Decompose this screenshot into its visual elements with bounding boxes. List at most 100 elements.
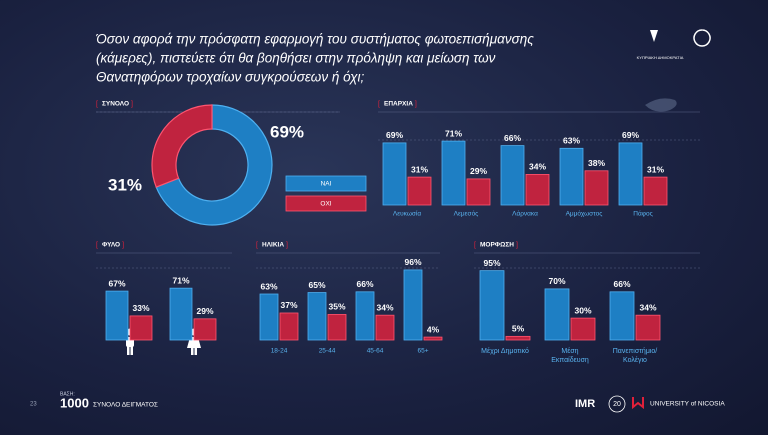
partner-logo: IMR — [575, 398, 595, 410]
value-label: 38% — [588, 158, 605, 168]
bar — [129, 315, 153, 341]
value-label: 37% — [280, 300, 297, 310]
value-label: 31% — [647, 164, 664, 174]
x-tick-label: Πανεπιστήμιο/ Κολέγιο — [612, 348, 658, 364]
value-label: 29% — [470, 166, 487, 176]
bar — [105, 290, 129, 341]
value-label: 66% — [613, 279, 630, 289]
section-title: ΜΟΡΦΩΣΗ — [480, 242, 514, 249]
value-label: 71% — [445, 128, 462, 138]
base-value: 1000 — [60, 395, 89, 410]
base-note: ΣΥΝΟΛΟ ΔΕΙΓΜΑΤΟΣ — [93, 402, 158, 409]
value-label: 5% — [512, 324, 525, 334]
value-label: 66% — [356, 279, 373, 289]
bar — [466, 178, 491, 206]
bracket: [ — [474, 242, 476, 249]
x-tick-label: 45-64 — [367, 348, 384, 355]
bar — [609, 291, 635, 341]
bar — [525, 173, 550, 206]
bar — [355, 291, 375, 341]
anniversary-text: 20 — [613, 401, 621, 408]
bar — [279, 312, 299, 341]
bar — [584, 170, 609, 206]
value-label: 29% — [196, 306, 213, 316]
bar — [570, 317, 596, 341]
bracket: ] — [122, 242, 124, 249]
value-label: 69% — [386, 130, 403, 140]
value-label: 66% — [504, 133, 521, 143]
value-label: 71% — [172, 275, 189, 285]
section-title: ΕΠΑΡΧΙΑ — [384, 101, 413, 108]
section-title: ΦΥΛΟ — [102, 242, 120, 249]
university-logo — [632, 397, 644, 410]
x-tick-label: Λευκωσία — [393, 210, 421, 218]
bracket: ] — [516, 242, 518, 249]
map-icon — [645, 98, 677, 112]
bar — [618, 142, 643, 206]
value-label: 4% — [427, 324, 440, 334]
bracket: ] — [415, 101, 417, 108]
bar — [635, 314, 661, 341]
value-label: 70% — [548, 276, 565, 286]
partner-logo: UNIVERSITY of NICOSIA — [650, 401, 725, 408]
section-title: ΗΛΙΚΙΑ — [262, 242, 284, 249]
value-label: 30% — [574, 305, 591, 315]
bracket: [ — [378, 101, 380, 108]
value-label: 34% — [529, 162, 546, 172]
x-tick-label: Λάρνακα — [512, 210, 538, 218]
bracket: [ — [96, 242, 98, 249]
value-label: 34% — [639, 302, 656, 312]
title-line: Όσον αφορά την πρόσφατη εφαρμογή του συσ… — [95, 32, 534, 47]
legend-swatch — [285, 195, 367, 212]
section-title: ΣΥΝΟΛΟ — [102, 101, 129, 108]
bar — [307, 292, 327, 341]
value-label: 95% — [483, 258, 500, 268]
value-label: 34% — [376, 302, 393, 312]
bar — [544, 288, 570, 341]
value-label: 35% — [328, 302, 345, 312]
bar — [441, 140, 466, 206]
bracket: [ — [256, 242, 258, 249]
anniversary-badge — [608, 395, 626, 413]
bar — [193, 318, 217, 341]
x-tick-label: Λεμεσός — [454, 210, 479, 218]
value-label: 69% — [270, 122, 304, 141]
x-tick-label: Πάφος — [633, 210, 652, 218]
value-label: 63% — [260, 281, 277, 291]
x-tick-label: Μέχρι Δημοτικό — [481, 348, 529, 355]
bar — [169, 287, 193, 341]
value-label: 69% — [622, 130, 639, 140]
bracket: ] — [131, 101, 133, 108]
bar — [423, 336, 443, 341]
bar — [403, 269, 423, 341]
title-line: Θανατηφόρων τροχαίων συγκρούσεων ή όχι; — [96, 70, 365, 85]
x-tick-label: 65+ — [417, 348, 428, 355]
donut-segment — [155, 104, 273, 226]
legend-label: ΝΑΙ — [321, 181, 332, 188]
legend-label: ΟΧΙ — [320, 201, 331, 208]
emblem — [650, 30, 658, 42]
base-label: ΒΑΣΗ: — [60, 391, 75, 397]
x-tick-label: Μέση Εκπαίδευση — [551, 348, 589, 364]
page-number: 23 — [30, 402, 37, 408]
value-label: 96% — [404, 257, 421, 267]
bar — [559, 147, 584, 206]
bar — [407, 176, 432, 206]
bracket: [ — [96, 101, 98, 108]
bracket: ] — [286, 242, 288, 249]
x-tick-label: 18-24 — [271, 348, 288, 355]
x-tick-label: Αμμόχωστος — [566, 210, 603, 218]
x-tick-label: 25-44 — [319, 348, 336, 355]
bar — [382, 142, 407, 206]
bar — [259, 293, 279, 341]
donut-segment — [151, 104, 213, 188]
bar — [375, 314, 395, 341]
value-label: 31% — [411, 164, 428, 174]
value-label: 31% — [108, 175, 142, 194]
bar — [643, 176, 668, 206]
emblem — [693, 29, 711, 47]
bar — [500, 145, 525, 206]
value-label: 33% — [132, 303, 149, 313]
